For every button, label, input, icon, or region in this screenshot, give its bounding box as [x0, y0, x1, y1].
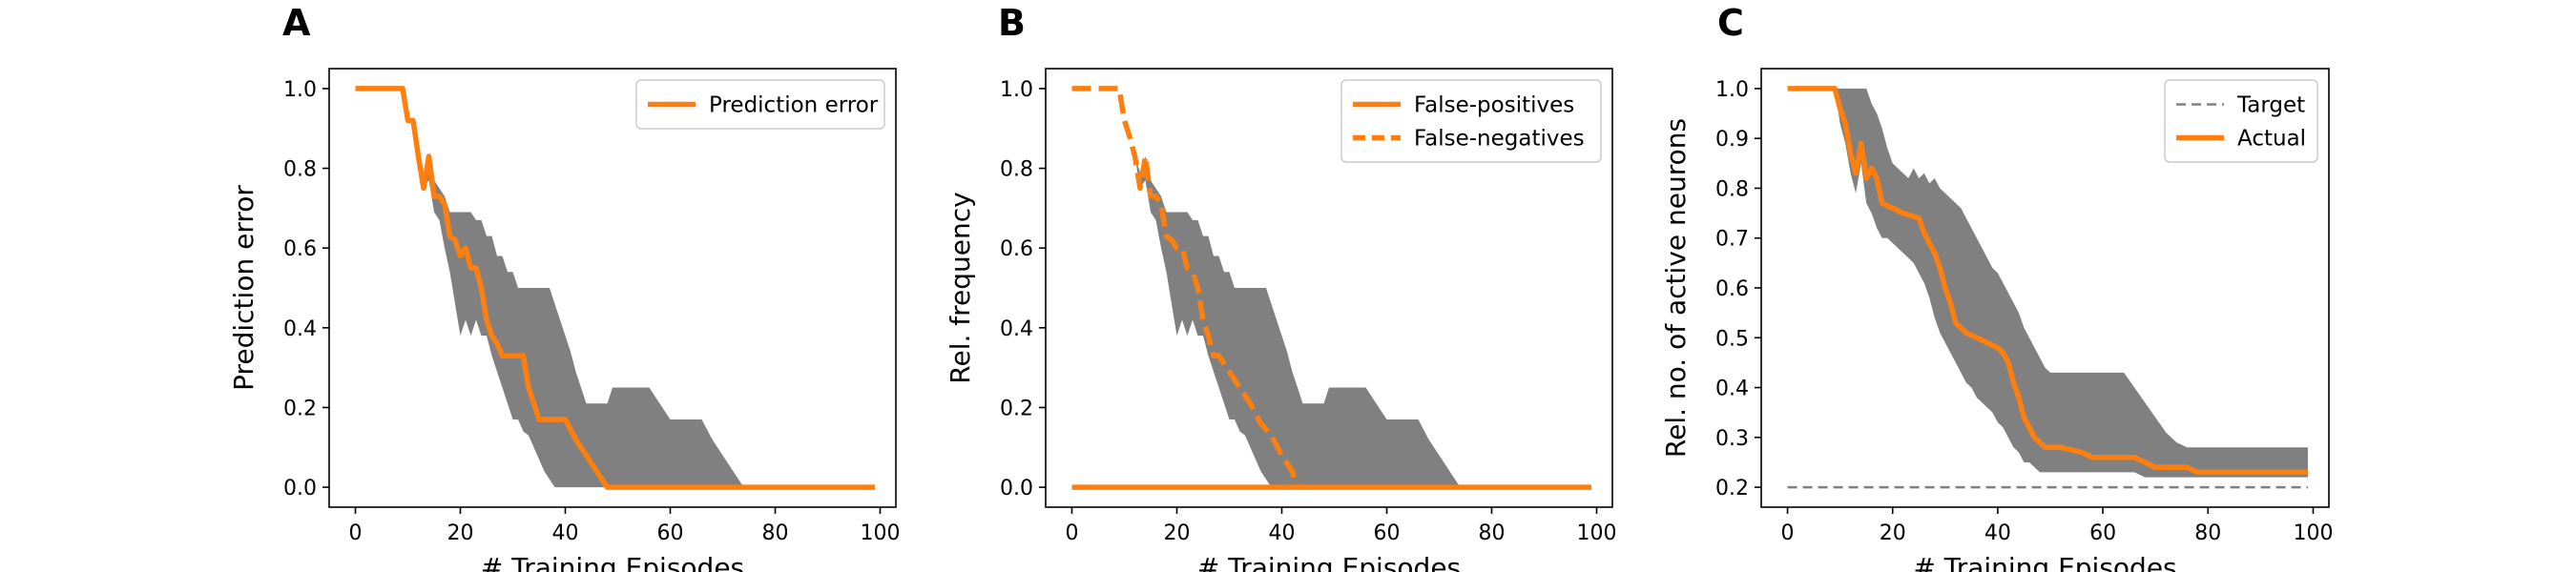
panel-letter-c: C: [1717, 2, 1744, 44]
panel-a-xtick-label: 60: [657, 521, 684, 545]
panel-b-xtick-label: 80: [1479, 521, 1506, 545]
panel-c-ytick-label: 0.4: [1715, 378, 1749, 401]
panel-b-legend: False-positives False-negatives: [1340, 79, 1602, 163]
panel-a-legend-box: [635, 79, 885, 130]
panel-b-ytick-label: 0.0: [1000, 477, 1033, 500]
panel-c-legend-label-target: Target: [2236, 93, 2305, 118]
panel-letter-a: A: [282, 2, 311, 44]
panel-a-ytick-label: 1.0: [283, 78, 317, 102]
panel-c-xtick-label: 60: [2089, 521, 2116, 545]
panel-c-x-axis-label: # Training Episodes: [1913, 552, 2176, 572]
panel-b-x-axis-label: # Training Episodes: [1197, 552, 1461, 572]
panel-b-ytick-label: 0.6: [1000, 237, 1033, 261]
panel-c-ytick-label: 1.0: [1715, 78, 1749, 102]
panel-b-spread-band: [1071, 88, 1591, 488]
panel-a-ytick-label: 0.8: [283, 158, 317, 182]
panel-a-ytick-label: 0.0: [283, 477, 317, 500]
panel-a-ytick-label: 0.2: [283, 397, 317, 420]
panel-c-xtick-label: 0: [1781, 521, 1795, 545]
panel-c-ytick-label: 0.2: [1715, 477, 1749, 500]
panel-c-legend-box: [2164, 79, 2318, 163]
panel-a-y-axis-label: Prediction error: [228, 185, 260, 391]
panel-c-xtick-label: 20: [1880, 521, 1906, 545]
panel-b-legend-label-false-negatives: False-negatives: [1414, 127, 1585, 152]
panel-b-xtick-label: 60: [1374, 521, 1401, 545]
panel-b-ytick-label: 0.4: [1000, 317, 1033, 341]
panel-c: 0 20 40 60 80 100 0.2 0.3 0.4 0.5 0.6 0.7 0.8 0.9 1.0 #…: [1660, 68, 2333, 572]
panel-b-axes-frame: [1045, 68, 1613, 508]
panel-b-ytick-label: 0.2: [1000, 397, 1033, 420]
panel-c-legend-label-actual: Actual: [2237, 127, 2306, 152]
panel-c-ytick-label: 0.7: [1715, 228, 1749, 252]
panel-b-xtick-label: 0: [1066, 521, 1079, 545]
panel-a-legend-label-prediction-error: Prediction error: [709, 93, 879, 118]
panel-c-ytick-label: 0.3: [1715, 427, 1749, 451]
panel-a-series-prediction-error: [355, 86, 875, 490]
panel-a-ytick-label: 0.4: [283, 317, 317, 341]
panel-b-y-axis-label: Rel. frequency: [945, 192, 976, 383]
panel-b-legend-label-false-positives: False-positives: [1414, 93, 1574, 118]
panel-c-xtick-label: 80: [2194, 521, 2221, 545]
panel-a-x-axis-label: # Training Episodes: [481, 552, 744, 572]
panel-a-ytick-label: 0.6: [283, 237, 317, 261]
panel-c-ytick-label: 0.6: [1715, 277, 1749, 301]
panel-c-ytick-label: 0.9: [1715, 128, 1749, 152]
panel-b-xtick-label: 100: [1577, 521, 1617, 545]
panel-b-series-false-negatives: [1071, 86, 1300, 488]
panel-a-legend: Prediction error: [635, 79, 885, 130]
panel-a: 0 20 40 60 80 100 0.0 0.2 0.4 0.6 0.8 1.0 # Training…: [228, 68, 901, 572]
panel-b-legend-box: [1340, 79, 1602, 163]
panel-a-xtick-label: 40: [552, 521, 579, 545]
panel-b-ytick-label: 1.0: [1000, 78, 1033, 102]
panel-letter-b: B: [998, 2, 1026, 44]
panel-c-ytick-label: 0.8: [1715, 177, 1749, 201]
panel-c-xtick-label: 40: [1984, 521, 2011, 545]
panel-c-y-axis-label: Rel. no. of active neurons: [1660, 118, 1692, 458]
panel-c-spread-band: [1787, 88, 2308, 478]
panel-b: 0 20 40 60 80 100 0.0 0.2 0.4 0.6 0.8 1.0 # Training…: [945, 68, 1617, 572]
panel-a-xtick-label: 20: [447, 521, 474, 545]
panel-b-xtick-label: 20: [1164, 521, 1191, 545]
panel-c-xtick-label: 100: [2293, 521, 2333, 545]
panel-a-xtick-label: 0: [349, 521, 363, 545]
panel-c-ytick-label: 0.5: [1715, 327, 1749, 351]
panel-c-series-actual: [1787, 86, 2308, 476]
panel-a-axes-frame: [328, 68, 897, 508]
panel-a-spread-band: [355, 88, 875, 488]
panel-b-ytick-label: 0.8: [1000, 158, 1033, 182]
panel-a-xtick-label: 80: [762, 521, 789, 545]
panel-c-legend: Target Actual: [2164, 79, 2318, 163]
panel-b-xtick-label: 40: [1269, 521, 1296, 545]
panel-a-xtick-label: 100: [861, 521, 901, 545]
